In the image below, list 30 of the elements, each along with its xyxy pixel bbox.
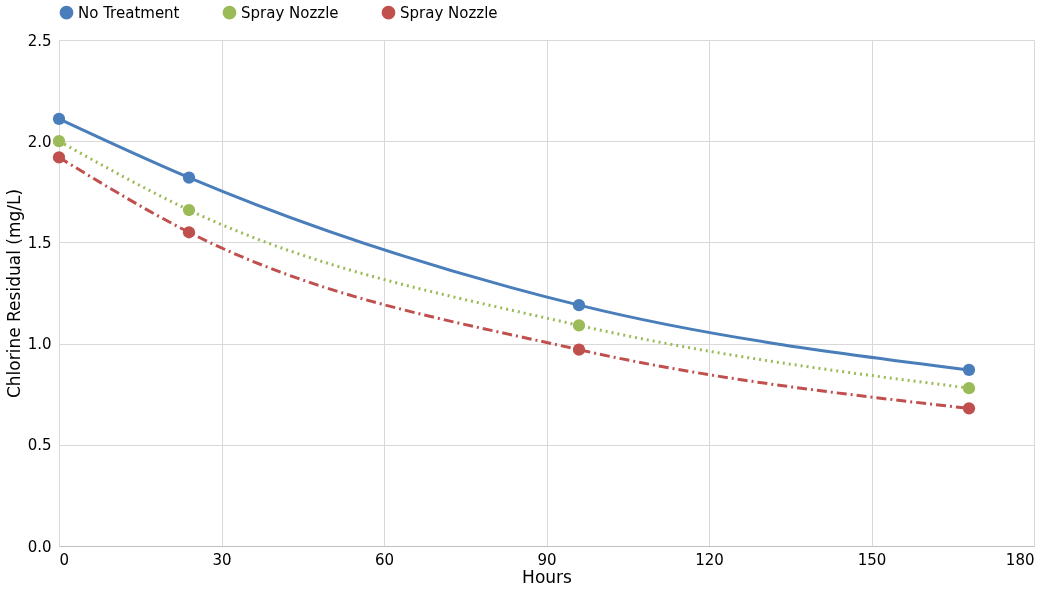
y-tick-label: 0.5 [27, 436, 52, 455]
point [182, 226, 196, 239]
y-tick-label: 2.5 [27, 31, 52, 50]
point [572, 319, 586, 332]
point [182, 203, 196, 217]
y-axis-title: Chlorine Residual (mg/L) [3, 188, 24, 399]
x-tick-label: 60 [374, 550, 395, 569]
x-axis-title: Hours [522, 566, 573, 587]
point [962, 402, 976, 415]
point [572, 299, 586, 312]
x-tick-label: 120 [695, 550, 724, 569]
point [962, 363, 976, 377]
y-tick-label: 0.0 [27, 537, 52, 556]
x-tick-label: 150 [857, 550, 887, 569]
x-tick-label: 90 [537, 550, 557, 569]
point [52, 112, 66, 126]
legend-label: Spray Nozzle [400, 3, 498, 22]
point [962, 382, 976, 395]
point [182, 171, 196, 184]
point [572, 343, 586, 356]
point [52, 135, 66, 148]
y-tick-label: 2.0 [27, 132, 52, 151]
legend-label: Spray Nozzle [241, 3, 339, 22]
legend-label: No Treatment [78, 3, 180, 22]
y-tick-label: 1.5 [27, 233, 52, 252]
x-tick-label: 30 [212, 550, 232, 569]
x-tick-label: 180 [1005, 550, 1035, 569]
point [52, 151, 66, 164]
y-tick-label: 1.0 [27, 335, 52, 354]
x-tick-label: 0 [59, 550, 70, 569]
